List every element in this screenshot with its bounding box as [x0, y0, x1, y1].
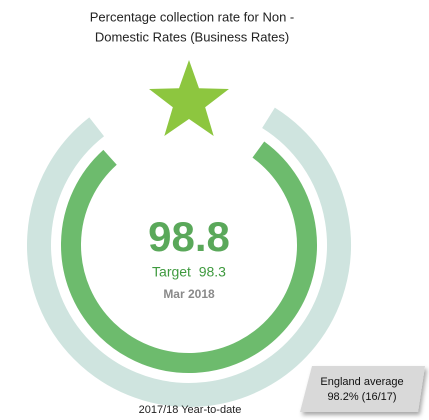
comparison: England average	[320, 376, 403, 388]
title: Domestic Rates (Business Rates)	[95, 29, 289, 44]
kpi-value: 98.8	[148, 213, 230, 260]
comparison: 98.2% (16/17)	[327, 391, 396, 403]
target: Target 98.3	[152, 264, 226, 280]
title: Percentage collection rate for Non -	[90, 9, 295, 24]
outer-ring	[27, 107, 351, 407]
comparison-badge	[300, 366, 425, 412]
date: Mar 2018	[163, 287, 215, 301]
inner-ring	[61, 141, 317, 373]
period: 2017/18 Year-to-date	[139, 404, 242, 416]
star-icon	[149, 60, 229, 136]
